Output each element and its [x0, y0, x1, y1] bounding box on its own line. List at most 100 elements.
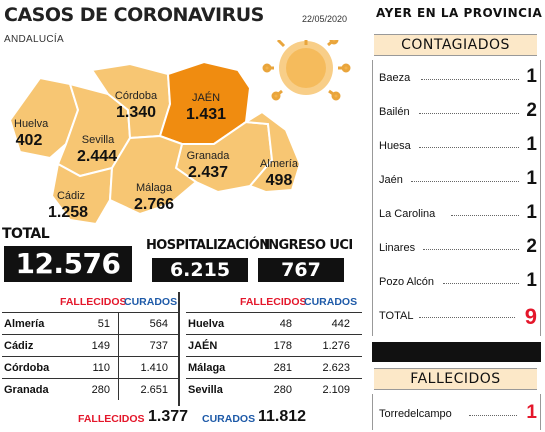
row-fallecidos: 149: [91, 340, 110, 352]
table-row: Almería 51 564: [2, 312, 178, 334]
table-row: Granada 280 2.651: [2, 378, 178, 400]
uci-label: INGRESO UCI: [264, 238, 353, 253]
leader-dots: [419, 108, 519, 114]
town-count: 1: [526, 134, 537, 155]
town-count: 2: [526, 236, 537, 257]
leader-dots: [421, 74, 519, 80]
hospitalizacion-label: HOSPITALIZACIÓN: [146, 238, 270, 253]
col-curados: CURADOS: [124, 296, 178, 308]
summary-curados-value: 11.812: [258, 408, 307, 425]
row-curados: 1.276: [322, 340, 350, 352]
row-fallecidos: 51: [97, 318, 110, 330]
list-item: Bailén 2: [379, 100, 537, 124]
list-item: Torredelcampo 1: [379, 402, 537, 426]
col-fallecidos: FALLECIDOS: [240, 296, 307, 308]
deaths-recovered-table-left: FALLECIDOS CURADOS Almería 51 564 Cádiz …: [2, 292, 178, 400]
row-fallecidos: 110: [92, 362, 110, 374]
row-name: Granada: [4, 384, 49, 396]
province-malaga: [108, 134, 198, 216]
town-count: 1: [526, 402, 537, 423]
province-value-malaga: 2.766: [133, 196, 175, 213]
table-row: Cádiz 149 737: [2, 334, 178, 356]
town-name: Bailén: [379, 106, 410, 118]
page-title: CASOS DE CORONAVIRUS: [4, 4, 264, 26]
town-name: Baeza: [379, 72, 411, 84]
province-label-granada: Granada: [186, 150, 230, 162]
andalucia-map: Huelva 402 Sevilla 2.444 Córdoba 1.340 J…: [0, 35, 364, 228]
list-item: Jaén 1: [379, 168, 537, 192]
town-count: 2: [526, 100, 537, 121]
town-count: 1: [526, 168, 537, 189]
table-row: JAÉN 178 1.276: [186, 334, 362, 356]
table-row: Málaga 281 2.623: [186, 356, 362, 378]
summary-row: FALLECIDOS 1.377 CURADOS 11.812: [0, 408, 364, 430]
table-row: Sevilla 280 2.109: [186, 378, 362, 400]
leader-dots: [443, 278, 519, 284]
row-curados: 2.109: [322, 384, 350, 396]
town-count: 1: [526, 202, 537, 223]
hospitalizacion-value: 6.215: [152, 258, 248, 282]
leader-dots: [419, 142, 519, 148]
table-header: FALLECIDOS CURADOS: [186, 292, 362, 312]
list-item: Pozo Alcón 1: [379, 270, 537, 294]
town-name: Linares: [379, 242, 416, 254]
virus-icon: [262, 35, 351, 101]
right-panel: AYER EN LA PROVINCIA CONTAGIADOS Baeza 1…: [366, 0, 545, 432]
row-fallecidos: 178: [273, 340, 292, 352]
province-label-cadiz: Cádiz: [56, 190, 86, 202]
row-curados: 442: [331, 318, 350, 330]
row-curados: 2.651: [140, 384, 168, 396]
town-name: La Carolina: [379, 208, 436, 220]
report-date: 22/05/2020: [302, 14, 348, 24]
table-divider: [178, 292, 180, 406]
row-name: Málaga: [188, 362, 226, 374]
town-name: Huesa: [379, 140, 411, 152]
town-name: TOTAL: [379, 310, 414, 322]
row-curados: 737: [149, 340, 168, 352]
town-name: Jaén: [379, 174, 403, 186]
total-value: 12.576: [4, 246, 132, 282]
leader-dots: [423, 244, 519, 250]
leader-dots: [411, 176, 519, 182]
town-name: Torredelcampo: [379, 408, 452, 420]
fallecidos-list: Torredelcampo 1: [372, 394, 541, 430]
province-cadiz: [50, 162, 114, 226]
row-curados: 564: [149, 318, 168, 330]
province-almeria: [242, 110, 302, 194]
row-fallecidos: 281: [273, 362, 292, 374]
row-curados: 2.623: [322, 362, 350, 374]
province-label-sevilla: Sevilla: [81, 134, 115, 146]
table-row: Huelva 48 442: [186, 312, 362, 334]
list-item: Linares 2: [379, 236, 537, 260]
province-label-almeria: Almería: [260, 158, 298, 170]
town-name: Pozo Alcón: [379, 276, 435, 288]
row-name: Sevilla: [188, 384, 223, 396]
province-value-jaen: 1.431: [185, 106, 227, 123]
region-label: ANDALUCÍA: [4, 34, 64, 45]
leader-dots: [419, 312, 515, 318]
uci-value: 767: [258, 258, 344, 282]
total-count: 9: [524, 304, 537, 329]
row-name: Cádiz: [4, 340, 34, 352]
black-bar: [372, 342, 541, 362]
row-name: JAÉN: [188, 340, 218, 352]
contagiados-list: Baeza 1 Bailén 2 Huesa 1 Jaén 1 La Carol…: [372, 60, 541, 336]
leader-dots: [451, 210, 519, 216]
summary-fallecidos-value: 1.377: [148, 408, 189, 425]
row-fallecidos: 280: [273, 384, 292, 396]
row-fallecidos: 280: [91, 384, 110, 396]
province-value-almeria: 498: [265, 172, 293, 189]
summary-fallecidos-label: FALLECIDOS: [78, 413, 145, 425]
contagiados-header: CONTAGIADOS: [374, 34, 537, 56]
col-curados: CURADOS: [304, 296, 358, 308]
list-item: La Carolina 1: [379, 202, 537, 226]
total-label: TOTAL: [2, 226, 50, 242]
province-value-sevilla: 2.444: [76, 148, 118, 165]
fallecidos-header: FALLECIDOS: [374, 368, 537, 390]
summary-curados-label: CURADOS: [202, 413, 256, 425]
town-count: 1: [526, 66, 537, 87]
province-value-cordoba: 1.340: [115, 104, 157, 121]
table-header: FALLECIDOS CURADOS: [2, 292, 178, 312]
row-name: Almería: [4, 318, 45, 330]
province-heading: AYER EN LA PROVINCIA: [376, 6, 543, 20]
